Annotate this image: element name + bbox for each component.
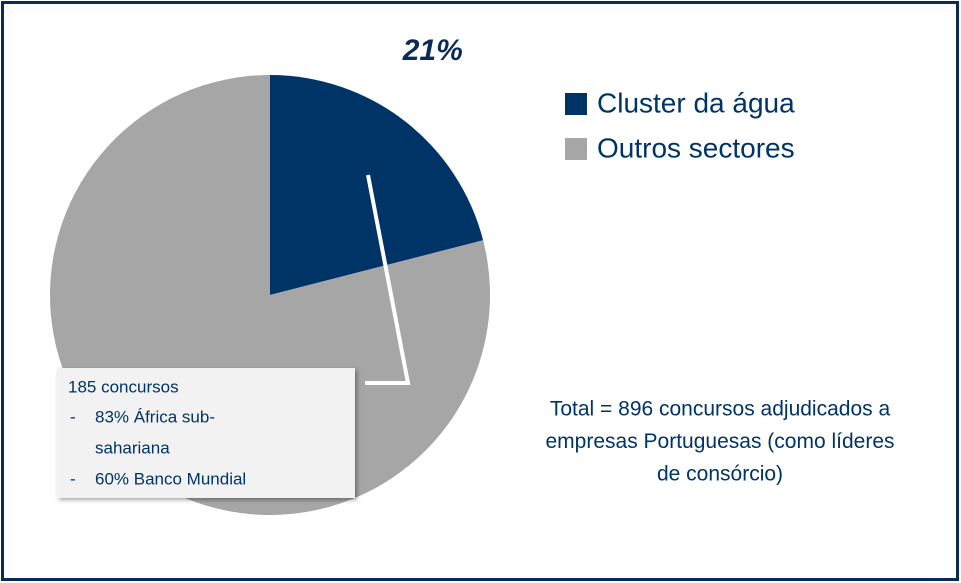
legend-swatch [565, 138, 587, 160]
callout-bullet: - [70, 469, 76, 488]
legend-swatch [565, 93, 587, 115]
callout-text: sahariana [95, 438, 170, 457]
slice-label: 21% [402, 34, 463, 67]
connector [365, 174, 411, 385]
pie-slice [270, 75, 484, 295]
callout-title: 185 concursos [68, 377, 179, 396]
legend-label: Cluster da água [597, 87, 795, 118]
callout-bullet: - [70, 407, 76, 426]
callout-text: 83% África sub- [95, 407, 215, 426]
total-note: empresas Portuguesas (como líderes [546, 430, 895, 453]
total-note: Total = 896 concursos adjudicados a [550, 398, 891, 421]
total-note: de consórcio) [657, 463, 783, 486]
callout-box [57, 368, 355, 498]
callout-text: 60% Banco Mundial [95, 469, 246, 488]
legend-label: Outros sectores [597, 132, 795, 163]
annotations: 21% Cluster da água Outros sectores 185 con… [68, 34, 895, 489]
